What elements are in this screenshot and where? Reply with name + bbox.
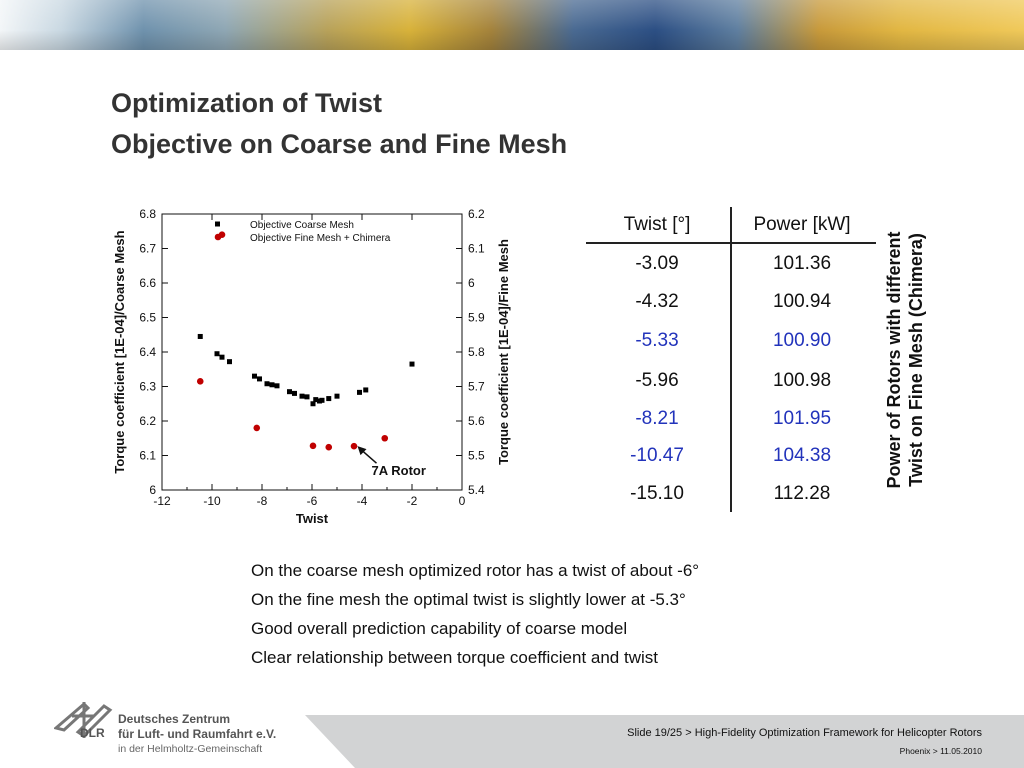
x-tick-label: -8: [257, 494, 268, 508]
coarse-mesh-point: [409, 361, 415, 367]
side-caption-line1: Power of Rotors with different: [884, 231, 904, 489]
footer-slide-info: Slide 19/25 > High-Fidelity Optimization…: [627, 727, 982, 739]
table-cell-power: 104.38: [772, 445, 832, 466]
fine-mesh-point: [196, 378, 204, 385]
x-tick-label: -4: [357, 494, 368, 508]
y-right-tick-label: 6: [468, 276, 475, 290]
fine-mesh-point: [309, 442, 317, 450]
coarse-mesh-point: [299, 393, 305, 399]
side-caption-line2: Twist on Fine Mesh (Chimera): [906, 233, 926, 487]
coarse-mesh-point: [257, 376, 262, 382]
y-right-tick-label: 5.4: [468, 483, 485, 497]
coarse-mesh-point: [357, 389, 362, 395]
x-tick-label: -10: [203, 494, 221, 508]
y-left-tick-label: 6.3: [139, 380, 156, 394]
table-cell-twist: -15.10: [630, 483, 684, 504]
x-tick-label: -12: [153, 494, 171, 508]
fine-mesh-point: [325, 443, 333, 451]
y-right-tick-label: 6.1: [468, 242, 485, 256]
slide-subtitle: Objective on Coarse and Fine Mesh: [111, 129, 568, 159]
coarse-mesh-point: [287, 389, 292, 395]
table-cell-twist: -5.33: [635, 330, 679, 351]
y-left-tick-label: 6: [149, 483, 156, 497]
table-cell-twist: -10.47: [630, 445, 684, 466]
coarse-mesh-point: [292, 390, 297, 396]
coarse-mesh-point: [274, 383, 280, 389]
footer-event-info: Phoenix > 11.05.2010: [899, 746, 982, 756]
table-header-power: Power [kW]: [753, 214, 851, 235]
annotation-arrowhead: [357, 446, 367, 456]
table-side-caption: Power of Rotors with different Twist on …: [883, 200, 927, 520]
fine-mesh-point: [253, 424, 261, 432]
coarse-mesh-point: [264, 381, 270, 387]
y-left-tick-label: 6.5: [139, 311, 156, 325]
legend-label: Objective Coarse Mesh: [250, 220, 354, 231]
y-left-tick-label: 6.4: [139, 345, 156, 359]
y-right-tick-label: 5.7: [468, 380, 485, 394]
legend-label: Objective Fine Mesh + Chimera: [250, 233, 391, 244]
coarse-mesh-point: [334, 393, 340, 399]
x-tick-label: 0: [459, 494, 466, 508]
table-cell-power: 101.95: [772, 408, 832, 429]
y-left-tick-label: 6.1: [139, 449, 156, 463]
y-right-tick-label: 5.5: [468, 449, 485, 463]
fine-mesh-point: [381, 434, 389, 442]
coarse-mesh-point: [219, 354, 225, 360]
table-cell-twist: -8.21: [635, 408, 679, 429]
coarse-mesh-point: [269, 382, 275, 388]
bullet-item: Good overall prediction capability of co…: [251, 619, 628, 638]
table-cell-twist: -4.32: [635, 291, 679, 312]
logo-abbr: DLR: [80, 726, 105, 740]
bullet-item: On the coarse mesh optimized rotor has a…: [251, 561, 700, 580]
y-right-tick-label: 5.9: [468, 311, 485, 325]
table-cell-power: 112.28: [773, 483, 831, 504]
x-tick-label: -6: [307, 494, 318, 508]
dlr-logo-icon: [54, 701, 113, 738]
legend-marker-fine: [214, 233, 222, 241]
legend-marker-coarse: [215, 221, 220, 227]
coarse-mesh-point: [363, 387, 369, 393]
annotation-7a-rotor: 7A Rotor: [372, 463, 426, 478]
y-axis-label-right: Torque coefficient [1E-04]/Fine Mesh: [496, 239, 511, 465]
table-cell-power: 100.90: [772, 330, 832, 351]
y-right-tick-label: 5.6: [468, 414, 485, 428]
table-column-rule: [730, 207, 732, 512]
y-right-tick-label: 5.8: [468, 345, 485, 359]
coarse-mesh-point: [313, 397, 319, 403]
coarse-mesh-point: [310, 401, 316, 407]
y-left-tick-label: 6.8: [139, 207, 156, 221]
y-left-tick-label: 6.2: [139, 414, 156, 428]
coarse-mesh-point: [252, 373, 257, 379]
coarse-mesh-point: [326, 396, 332, 402]
bullet-item: Clear relationship between torque coeffi…: [251, 648, 658, 667]
table-cell-twist: -5.96: [635, 370, 679, 391]
logo-line2: für Luft- und Raumfahrt e.V.: [118, 727, 277, 741]
bullet-item: On the fine mesh the optimal twist is sl…: [251, 590, 686, 609]
coarse-mesh-point: [197, 333, 203, 339]
y-right-tick-label: 6.2: [468, 207, 485, 221]
torque-vs-twist-chart: -12 -10 -8 -6 -4 -2 0 6 6.1 6.2 6.3 6.4 6.5 6.6 6.7 6.8…: [112, 207, 511, 526]
footer-band: [305, 715, 1024, 768]
coarse-mesh-point: [304, 394, 310, 400]
coarse-mesh-point: [319, 397, 325, 403]
header-banner-image: [0, 0, 1024, 50]
slide-title: Optimization of Twist: [111, 88, 382, 118]
x-tick-label: -2: [407, 494, 418, 508]
table-cell-power: 100.98: [772, 370, 832, 391]
y-axis-label-left: Torque coefficient [1E-04]/Coarse Mesh: [112, 230, 127, 473]
logo-line1: Deutsches Zentrum: [118, 712, 231, 726]
fine-mesh-point: [350, 442, 358, 450]
x-axis-label: Twist: [296, 511, 329, 526]
coarse-mesh-point: [214, 351, 220, 357]
table-header-twist: Twist [°]: [623, 214, 691, 235]
y-left-tick-label: 6.7: [139, 242, 156, 256]
table-cell-power: 101.36: [772, 253, 832, 274]
logo-line3: in der Helmholtz-Gemeinschaft: [118, 743, 263, 755]
coarse-mesh-point: [227, 359, 232, 365]
table-cell-twist: -3.09: [635, 253, 679, 274]
y-left-tick-label: 6.6: [139, 276, 156, 290]
table-cell-power: 100.94: [772, 291, 832, 312]
